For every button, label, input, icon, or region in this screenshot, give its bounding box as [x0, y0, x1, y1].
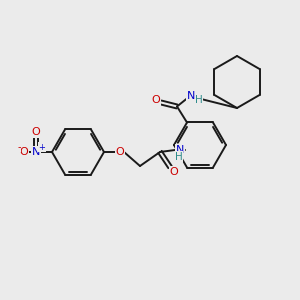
Text: O: O [169, 167, 178, 177]
Text: O: O [20, 147, 28, 157]
Text: H: H [175, 152, 183, 162]
Text: N: N [32, 147, 40, 157]
Text: O: O [152, 95, 160, 106]
Text: -: - [17, 142, 21, 152]
Text: H: H [195, 95, 203, 106]
Text: N: N [187, 92, 195, 101]
Text: +: + [39, 142, 45, 152]
Text: O: O [32, 127, 40, 137]
Text: O: O [116, 147, 124, 157]
Text: N: N [176, 145, 184, 155]
